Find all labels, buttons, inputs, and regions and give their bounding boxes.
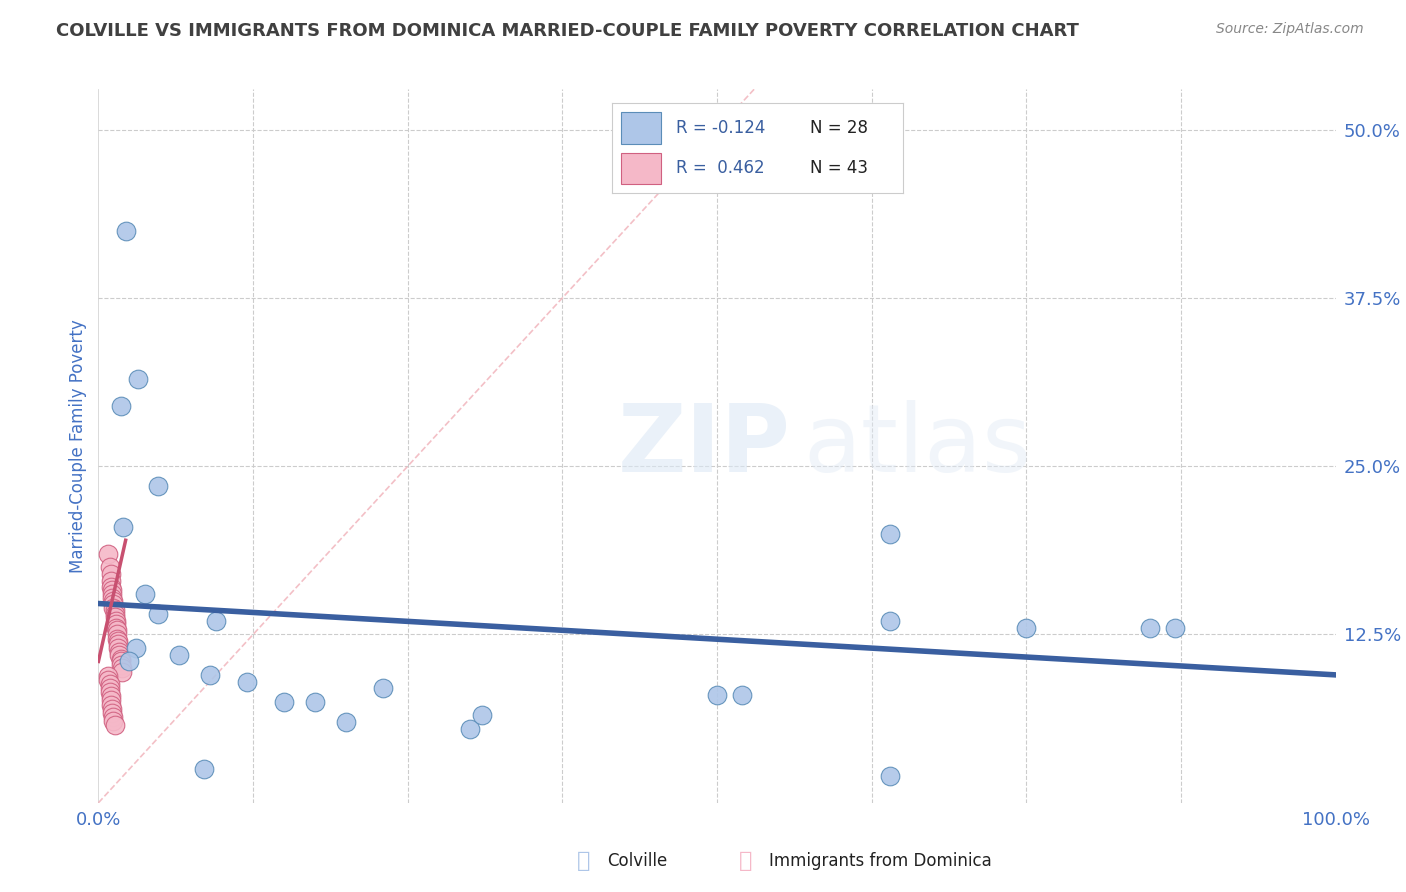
Point (103, 603, 125, 617)
Point (103, 600, 125, 615)
Point (198, 668, 221, 682)
Point (97, 669, 120, 683)
Point (112, 520, 135, 534)
Point (98, 685, 121, 699)
Point (236, 674, 259, 689)
Point (110, 399, 132, 413)
Point (105, 632, 128, 646)
Point (100, 698, 122, 712)
Point (103, 714, 125, 728)
Point (98, 677, 121, 691)
Point (1015, 621, 1038, 635)
Point (193, 762, 215, 776)
Point (879, 526, 901, 541)
Point (101, 701, 124, 715)
Point (97, 673, 120, 688)
Point (103, 607, 125, 622)
Text: ⬛: ⬛ (738, 851, 752, 871)
Point (108, 648, 131, 662)
Point (167, 648, 190, 662)
Point (103, 717, 125, 731)
Point (107, 637, 129, 651)
Point (304, 695, 326, 709)
Point (104, 621, 127, 635)
Point (124, 640, 146, 655)
Point (205, 614, 228, 628)
Point (111, 661, 134, 675)
Point (335, 714, 357, 729)
Point (104, 616, 127, 631)
Text: ⬛: ⬛ (576, 851, 591, 871)
Point (110, 651, 132, 665)
Point (103, 610, 125, 624)
Point (103, 594, 125, 608)
Point (471, 708, 494, 723)
Point (100, 693, 122, 707)
Point (118, 655, 141, 669)
Point (273, 695, 295, 709)
Point (101, 587, 124, 601)
Point (146, 607, 169, 622)
Point (731, 688, 754, 702)
Point (98, 560, 121, 574)
Point (879, 769, 901, 783)
Point (108, 645, 131, 659)
Point (97, 547, 120, 561)
Point (101, 583, 124, 598)
Text: COLVILLE VS IMMIGRANTS FROM DOMINICA MARRIED-COUPLE FAMILY POVERTY CORRELATION C: COLVILLE VS IMMIGRANTS FROM DOMINICA MAR… (56, 22, 1080, 40)
Point (105, 624, 128, 638)
Point (105, 627, 128, 641)
Point (134, 587, 156, 601)
Point (111, 665, 134, 680)
Point (371, 681, 394, 696)
Point (110, 655, 132, 669)
Point (100, 566, 122, 581)
Point (146, 479, 169, 493)
Point (879, 614, 901, 628)
Point (104, 614, 127, 628)
Point (1139, 621, 1161, 635)
Point (103, 709, 125, 723)
Point (100, 580, 122, 594)
Text: Source: ZipAtlas.com: Source: ZipAtlas.com (1216, 22, 1364, 37)
Y-axis label: Married-Couple Family Poverty: Married-Couple Family Poverty (69, 319, 87, 573)
Point (107, 640, 129, 655)
Point (114, 223, 136, 237)
Point (103, 597, 125, 611)
Point (1164, 621, 1187, 635)
Point (458, 722, 481, 736)
Text: atlas: atlas (804, 400, 1032, 492)
Text: Immigrants from Dominica: Immigrants from Dominica (769, 852, 991, 870)
Point (100, 690, 122, 704)
Text: ZIP: ZIP (619, 400, 792, 492)
Point (110, 658, 132, 673)
Point (98, 681, 121, 696)
Point (101, 591, 124, 606)
Point (107, 634, 129, 648)
Text: Colville: Colville (607, 852, 668, 870)
Point (706, 688, 728, 702)
Point (101, 706, 124, 720)
Point (100, 574, 122, 588)
Point (127, 372, 149, 386)
